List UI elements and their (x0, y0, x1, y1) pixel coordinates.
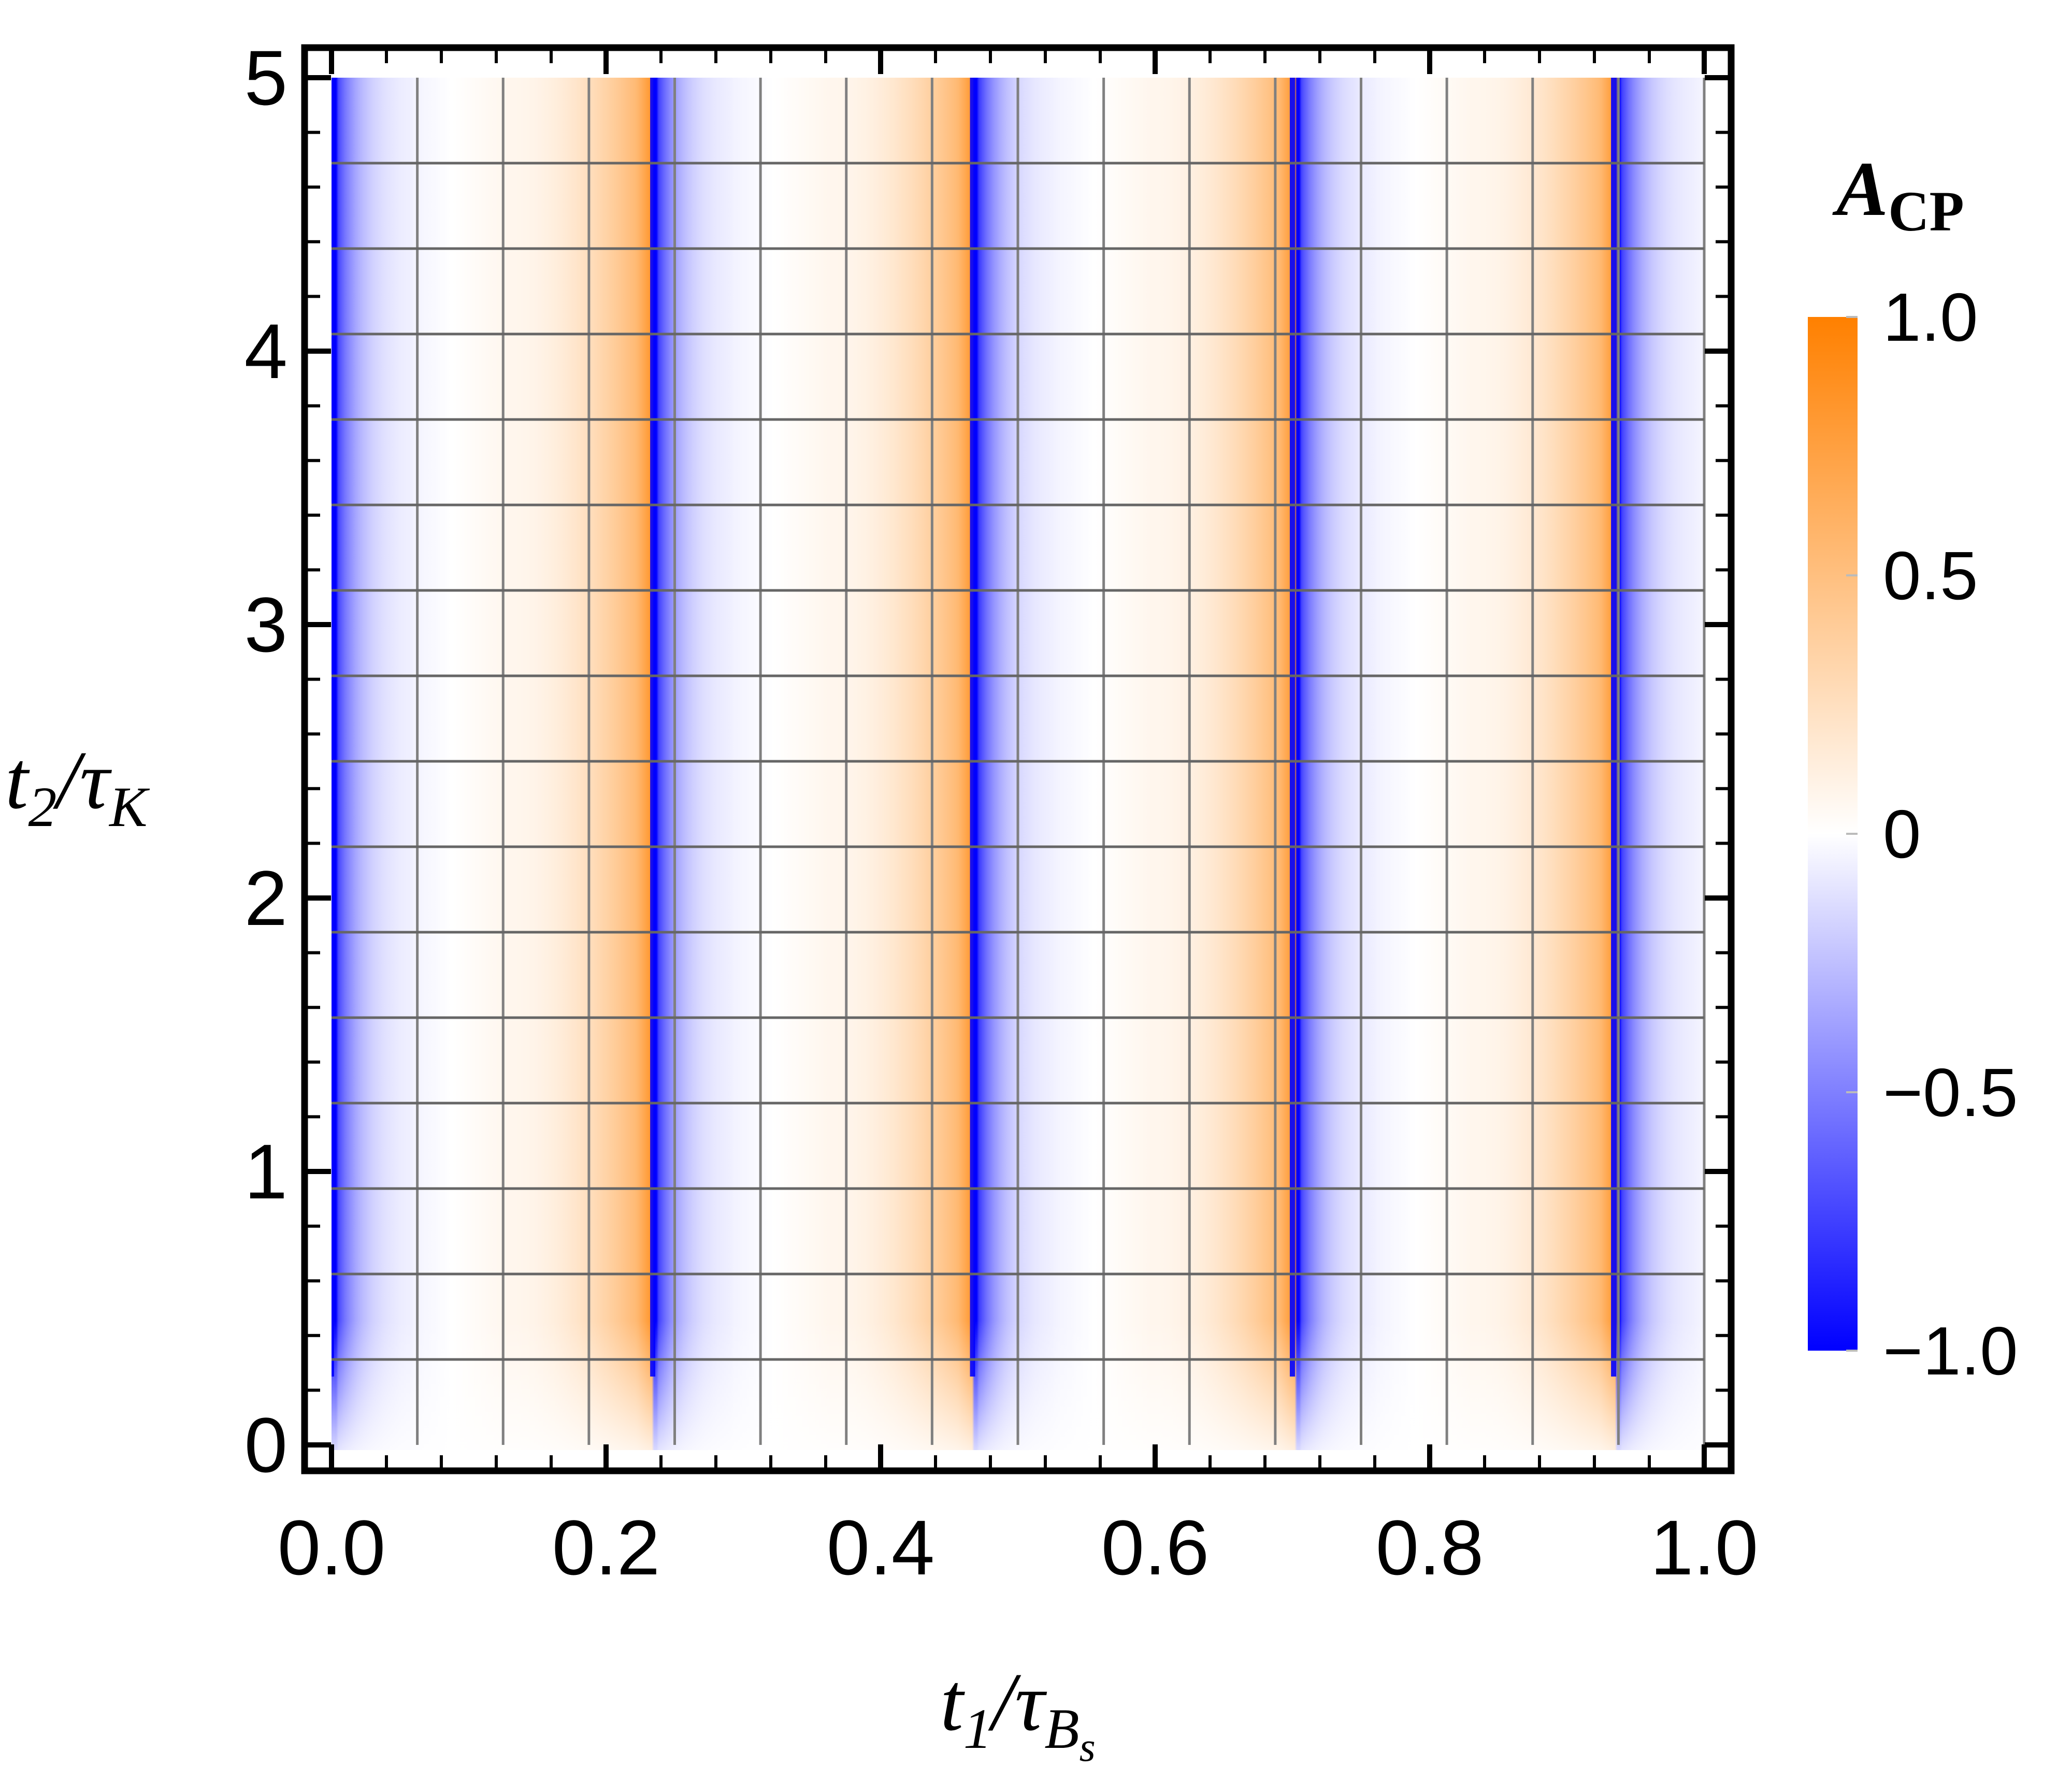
x-axis-title: t1/τBs (940, 1656, 1096, 1766)
grid-lines (332, 78, 1706, 1445)
colorbar-ticks: 1.0 0.5 0 −0.5 −1.0 (1846, 279, 2018, 1389)
y-tick-label: 4 (244, 308, 287, 395)
x-tick-label: 0.4 (827, 1504, 935, 1591)
oscillation-boundary-line (1611, 78, 1617, 1377)
colorbar-title: ACP (1832, 146, 1964, 243)
colorbar-tick-label: −1.0 (1883, 1313, 2018, 1389)
y-tick-label: 1 (244, 1128, 287, 1215)
y-axis-tick-labels: 0 1 2 3 4 5 (244, 34, 287, 1488)
x-tick-label: 0.0 (278, 1504, 386, 1591)
y-tick-label: 2 (244, 855, 287, 942)
x-tick-label: 0.2 (552, 1504, 660, 1591)
x-axis-tick-labels: 0.0 0.2 0.4 0.6 0.8 1.0 (278, 1504, 1759, 1591)
colorbar-tick-label: 0 (1883, 796, 1921, 872)
x-axis-ticks (329, 51, 1707, 1468)
colorbar-tick-label: 1.0 (1883, 279, 1978, 355)
y-tick-label: 3 (244, 581, 287, 668)
y-axis-title: t2/τK (5, 734, 150, 838)
colorbar: ACP 1.0 0.5 0 −0.5 −1.0 (1808, 146, 2018, 1389)
colorbar-tick-label: −0.5 (1883, 1054, 2018, 1131)
x-tick-label: 1.0 (1650, 1504, 1759, 1591)
x-tick-label: 0.6 (1101, 1504, 1210, 1591)
colorbar-tick-label: 0.5 (1883, 538, 1978, 614)
y-tick-label: 5 (244, 34, 287, 121)
oscillation-boundary-line (650, 78, 656, 1377)
x-tick-label: 0.8 (1376, 1504, 1484, 1591)
oscillation-boundary-lines (332, 78, 1617, 1377)
y-tick-label: 0 (244, 1401, 287, 1488)
oscillation-boundary-line (1290, 78, 1295, 1377)
y-axis-ticks (308, 75, 1728, 1447)
plot-frame (301, 44, 1735, 1474)
oscillation-boundary-line (332, 78, 334, 1377)
oscillation-boundary-line (970, 78, 975, 1377)
